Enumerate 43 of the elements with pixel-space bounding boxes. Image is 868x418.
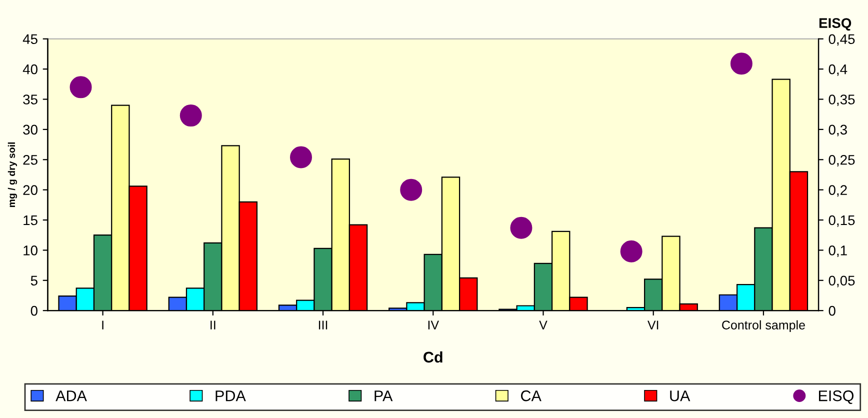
y2-tick-label: 0,4	[828, 64, 848, 76]
point	[290, 146, 312, 168]
y-tick-label: 30	[23, 124, 38, 135]
x-axis-title: Cd	[424, 351, 442, 363]
y2-tick-label: 0,45	[828, 34, 855, 46]
y-tick-label: 25	[23, 154, 38, 165]
y-tick-label: 0	[30, 306, 38, 316]
x-tick-label: III	[318, 320, 328, 330]
legend-label: CA	[521, 390, 542, 402]
y2-tick-label: 0,2	[828, 185, 847, 197]
legend-label: PDA	[216, 390, 246, 402]
y-tick-label: 40	[22, 64, 38, 74]
point	[620, 240, 642, 262]
point	[70, 76, 92, 98]
legend-label: UA	[670, 390, 690, 402]
x-tick-label: II	[210, 320, 216, 330]
y2-tick-label: 0,25	[828, 154, 855, 166]
x-tick-label: VI	[648, 320, 658, 330]
legend-label: EISQ	[818, 390, 854, 404]
y2-axis-title: EISQ	[819, 18, 852, 31]
legend-label: ADA	[56, 390, 87, 402]
y-axis-title: mg / g dry soil	[8, 142, 18, 208]
y2-tick-label: 0,3	[828, 124, 847, 136]
point	[180, 104, 202, 127]
y-tick-label: 15	[24, 215, 38, 226]
x-tick-label: Control sample	[722, 320, 805, 332]
point	[730, 52, 752, 75]
y-tick-label: 20	[23, 185, 38, 195]
point	[510, 216, 532, 239]
y2-tick-label: 0,35	[828, 94, 855, 106]
x-tick-label: V	[539, 320, 548, 330]
y-tick-label: 35	[23, 94, 38, 104]
y2-tick-label: 0,1	[828, 246, 847, 258]
legend-label: PA	[374, 390, 393, 402]
y2-tick-label: 0,05	[828, 276, 855, 288]
y-tick-label: 10	[24, 246, 38, 256]
y-tick-label: 45	[22, 34, 38, 44]
point	[400, 178, 422, 201]
x-tick-label: IV	[428, 320, 439, 330]
y-tick-label: 5	[30, 276, 38, 286]
y2-tick-label: 0	[828, 306, 836, 316]
x-tick-label: I	[102, 320, 104, 330]
y2-tick-label: 0,15	[828, 215, 855, 227]
